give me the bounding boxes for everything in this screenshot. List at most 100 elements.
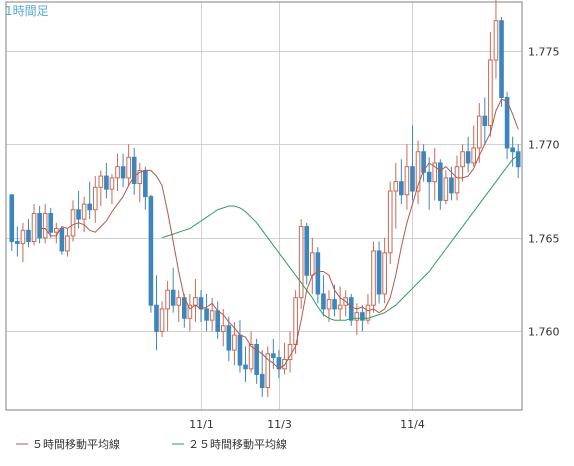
- candle-up: [387, 190, 393, 254]
- candle-down: [421, 151, 426, 173]
- candle-down: [120, 166, 126, 179]
- candle-up: [493, 20, 499, 61]
- candle-up: [365, 304, 371, 321]
- candle-down: [48, 212, 54, 233]
- candle-down: [215, 310, 221, 332]
- candle-up: [326, 299, 332, 310]
- candle-down: [243, 364, 248, 370]
- candle-down: [360, 312, 365, 321]
- candle-up: [354, 312, 360, 321]
- candle-up: [476, 115, 482, 149]
- candle-down: [237, 334, 243, 366]
- legend-label-ma5: ５時間移動平均線: [32, 437, 120, 451]
- candle-down: [143, 169, 148, 198]
- candle-down: [504, 96, 510, 149]
- candle-down: [499, 20, 504, 98]
- candle-up: [209, 310, 215, 321]
- x-tick-label: 11/4: [400, 418, 425, 431]
- grid: [6, 2, 522, 410]
- candle-up: [20, 229, 26, 244]
- plot-frame: [5, 1, 523, 411]
- candle-down: [510, 147, 515, 153]
- candle-up: [165, 289, 170, 310]
- candle-down: [271, 353, 276, 359]
- candle-up: [159, 308, 165, 332]
- candle-up: [115, 166, 120, 179]
- candle-up: [187, 304, 193, 319]
- candle-down: [410, 166, 415, 192]
- candle-up: [488, 59, 493, 127]
- candle-down: [449, 177, 454, 194]
- candle-up: [404, 166, 410, 196]
- y-tick-label: 1.770: [528, 139, 560, 152]
- candle-up: [193, 297, 198, 306]
- candle-down: [399, 181, 404, 196]
- candle-down: [304, 226, 310, 276]
- y-tick-label: 1.765: [528, 233, 560, 246]
- x-tick-label: 11/3: [267, 418, 292, 431]
- y-tick-label: 1.775: [528, 46, 560, 59]
- candle-up: [53, 227, 59, 233]
- candle-down: [9, 194, 15, 243]
- candle-down: [426, 171, 432, 183]
- candle-up: [65, 235, 70, 252]
- legend-label-ma25: ２５時間移動平均線: [188, 437, 287, 451]
- moving-averages: [39, 98, 519, 370]
- legend: ５時間移動平均線 ２５時間移動平均線: [16, 437, 287, 451]
- candle-down: [26, 229, 31, 243]
- candle-down: [148, 196, 154, 306]
- candle-up: [460, 151, 465, 168]
- candle-down: [254, 343, 259, 375]
- candle-up: [70, 209, 76, 237]
- candle-up: [92, 186, 98, 211]
- candle-up: [265, 353, 271, 389]
- candle-down: [332, 299, 337, 310]
- candle-down: [204, 308, 209, 321]
- candle-down: [321, 293, 326, 310]
- candles: [9, 0, 521, 397]
- candle-up: [81, 203, 87, 220]
- candle-down: [104, 175, 109, 190]
- candle-down: [259, 373, 265, 389]
- candle-up: [293, 297, 298, 345]
- candle-up: [248, 343, 254, 370]
- chart-title: 1時間足: [5, 4, 49, 18]
- candle-up: [31, 212, 37, 243]
- candle-down: [154, 304, 159, 332]
- candle-up: [42, 212, 48, 239]
- candle-down: [131, 156, 137, 185]
- candle-down: [198, 297, 204, 310]
- candle-up: [137, 169, 143, 185]
- candle-up: [471, 147, 477, 164]
- candle-up: [415, 151, 421, 192]
- candle-up: [432, 162, 438, 183]
- candle-up: [232, 334, 237, 351]
- candle-down: [482, 115, 488, 127]
- candle-down: [465, 151, 471, 164]
- candle-up: [382, 252, 387, 295]
- candle-up: [176, 297, 182, 306]
- candle-up: [443, 177, 449, 201]
- candle-down: [87, 203, 93, 211]
- candle-up: [126, 156, 131, 179]
- candle-up: [109, 177, 115, 190]
- candle-down: [226, 325, 232, 351]
- candle-down: [348, 297, 354, 321]
- candle-up: [454, 166, 460, 194]
- candle-up: [393, 181, 399, 192]
- candle-up: [282, 358, 287, 370]
- candle-down: [15, 241, 20, 244]
- candle-down: [515, 151, 521, 168]
- candle-up: [98, 175, 104, 188]
- ma5-line: [39, 98, 519, 370]
- candle-up: [298, 226, 304, 299]
- candle-down: [170, 289, 176, 306]
- candle-up: [371, 250, 376, 306]
- y-tick-label: 1.760: [528, 326, 560, 339]
- candle-down: [315, 252, 321, 295]
- candle-down: [437, 162, 443, 201]
- candle-up: [309, 252, 315, 276]
- candle-up: [337, 304, 343, 310]
